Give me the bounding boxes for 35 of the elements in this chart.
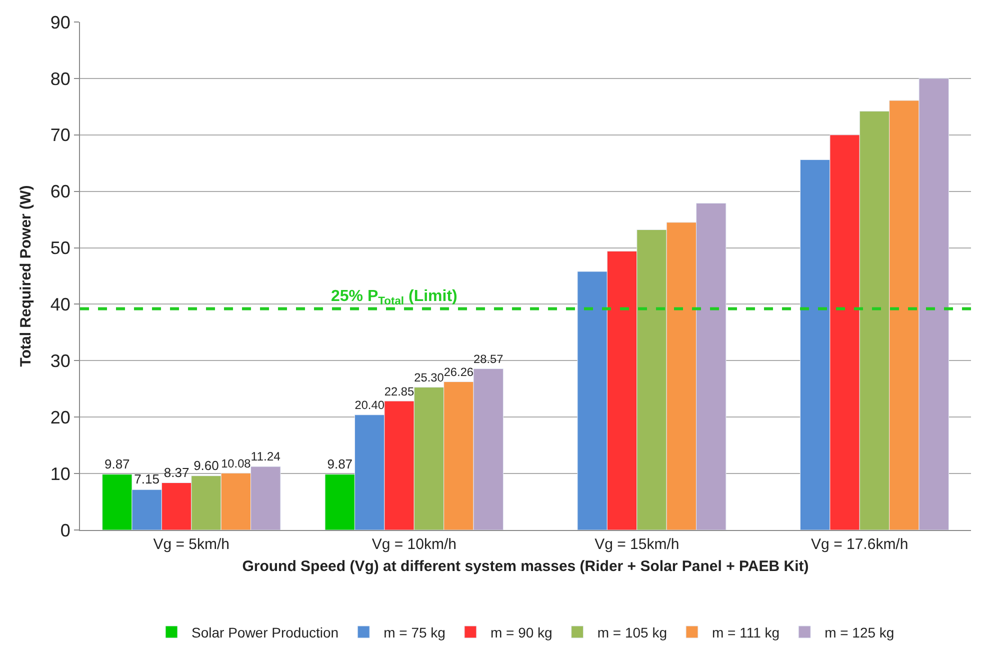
y-tick-label: 60 [50, 182, 70, 202]
data-label: 22.85 [384, 384, 415, 398]
y-tick-label: 10 [50, 464, 70, 484]
y-tick-label: 50 [50, 238, 70, 258]
data-label: 26.26 [444, 365, 474, 380]
x-tick-label: Vg = 5km/h [153, 536, 230, 553]
data-label: 9.60 [194, 458, 219, 473]
legend-label: m = 111 kg [712, 624, 780, 640]
x-tick-label: Vg = 10km/h [372, 536, 456, 553]
legend-label: m = 75 kg [384, 624, 446, 640]
y-tick-label: 40 [50, 294, 70, 315]
data-label: 25.30 [414, 370, 444, 384]
data-label: 9.87 [104, 456, 130, 472]
legend-label: Solar Power Production [192, 624, 339, 640]
y-tick-label: 30 [50, 350, 70, 371]
x-tick-label: Vg = 17.6km/h [811, 536, 908, 553]
x-axis-title: Ground Speed (Vg) at different system masses (Rider + Solar Panel + PAEB Kit) [242, 558, 809, 575]
ref-line-label: 25% P$_{Total}$ (Limit) [331, 288, 458, 308]
data-label: 7.15 [134, 472, 160, 487]
data-label: 11.24 [250, 450, 281, 464]
y-tick-label: 70 [50, 125, 70, 146]
data-label: 8.37 [164, 464, 190, 480]
x-tick-label: Vg = 15km/h [594, 536, 680, 553]
y-tick-label: 0 [60, 520, 70, 540]
y-axis-title: Total Required Power (W) [18, 185, 35, 367]
legend-label: m = 105 kg [597, 624, 667, 640]
y-tick-label: 20 [50, 407, 70, 428]
data-label: 20.40 [354, 398, 385, 412]
data-label: 9.87 [327, 456, 353, 472]
legend-label: m = 90 kg [490, 624, 552, 640]
y-tick-label: 90 [50, 12, 70, 32]
data-label: 28.57 [474, 352, 504, 366]
data-label: 10.08 [221, 456, 252, 470]
legend-label: m = 125 kg [824, 624, 894, 640]
y-tick-label: 80 [50, 68, 70, 89]
